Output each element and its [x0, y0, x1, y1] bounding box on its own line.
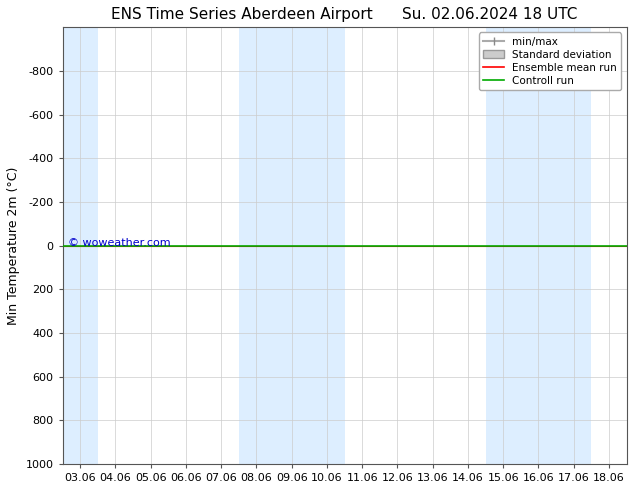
- Text: © woweather.com: © woweather.com: [68, 239, 171, 248]
- Y-axis label: Min Temperature 2m (°C): Min Temperature 2m (°C): [7, 167, 20, 325]
- Bar: [486, 27, 592, 464]
- Title: ENS Time Series Aberdeen Airport      Su. 02.06.2024 18 UTC: ENS Time Series Aberdeen Airport Su. 02.…: [112, 7, 578, 22]
- Bar: [239, 27, 344, 464]
- Legend: min/max, Standard deviation, Ensemble mean run, Controll run: min/max, Standard deviation, Ensemble me…: [479, 32, 621, 90]
- Bar: [63, 27, 98, 464]
